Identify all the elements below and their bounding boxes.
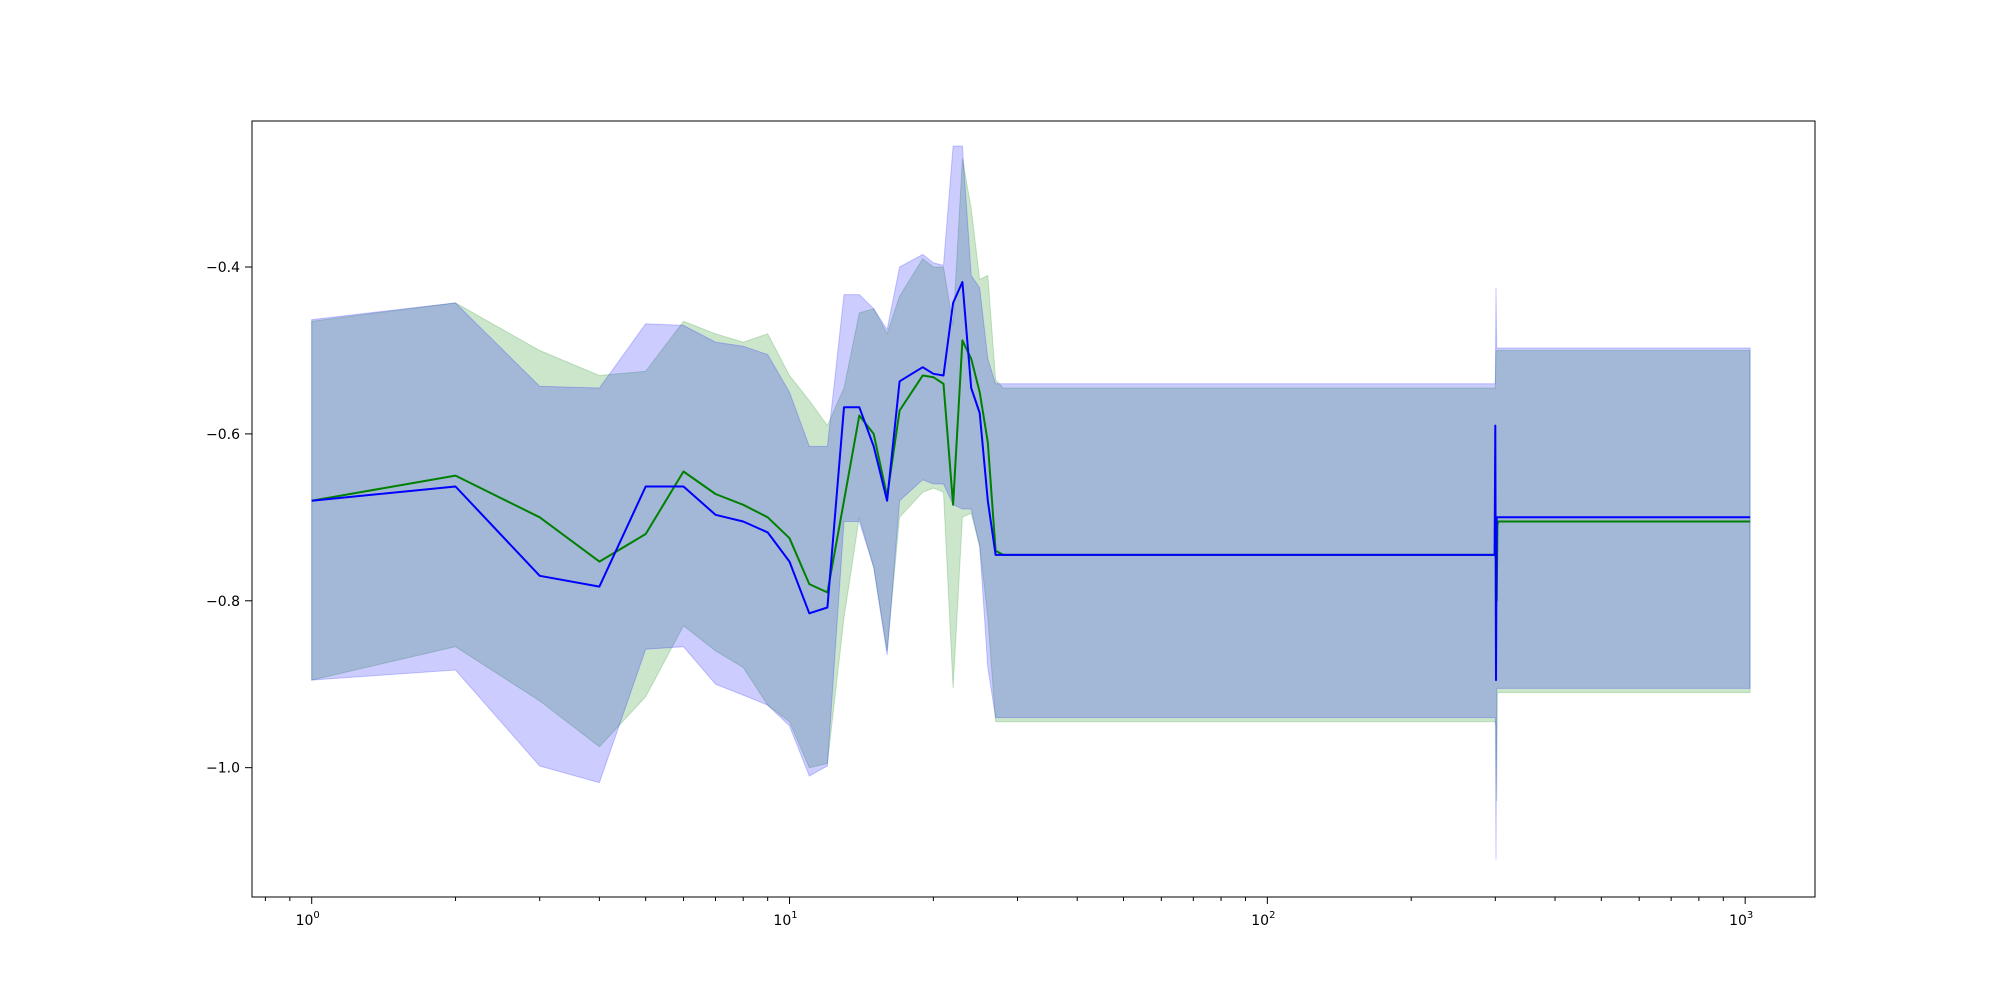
axis-ticks: 100 101 102 103 −1.0 −0.8 −0.6 −0.4 [206,260,1753,929]
x-tick-label: 101 [773,910,797,929]
y-tick-label: −1.0 [206,761,240,777]
series-1-band [311,158,1751,802]
x-tick-label: 102 [1251,910,1275,929]
series-2-line [311,281,1751,682]
series-lines [311,281,1751,682]
y-tick-label: −0.4 [206,260,240,276]
plot-frame [251,120,1816,898]
series-2-band [311,145,1751,860]
x-tick-label: 103 [1729,910,1753,929]
y-tick-label: −0.6 [206,427,240,443]
y-tick-label: −0.8 [206,594,240,610]
confidence-bands [311,145,1751,860]
x-tick-label: 100 [296,910,320,929]
